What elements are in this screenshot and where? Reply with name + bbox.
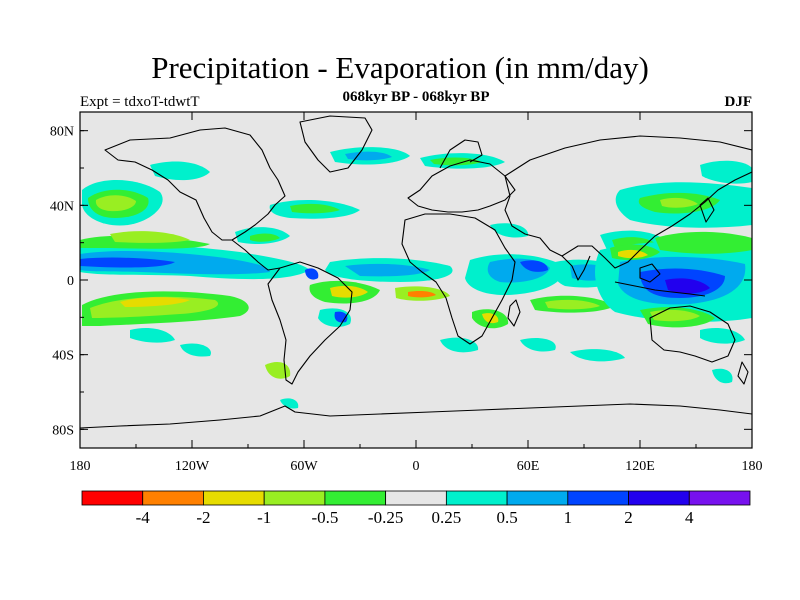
contour-madagascar-yellow	[482, 313, 499, 324]
outline-south-america	[267, 261, 353, 385]
contour-caribbean-green	[250, 233, 280, 242]
colorbar-label: 4	[685, 508, 694, 527]
contour-amazon-yellow	[330, 285, 368, 298]
colorbar-swatch	[567, 490, 629, 506]
contour-s-indian-cyan	[570, 349, 625, 362]
contour-south-pacific-cyan	[130, 328, 175, 343]
contour-itcz-pacific-lightblue	[80, 251, 270, 275]
contour-n-atlantic-green	[290, 203, 340, 214]
contour-tasman-cyan	[712, 368, 733, 384]
contour-warm-pool-yellow	[618, 249, 648, 259]
colorbar-swatch	[263, 490, 326, 506]
map-title: Precipitation - Evaporation (in mm/day)	[151, 50, 649, 85]
contour-north-pacific-lightgreen	[95, 195, 136, 212]
experiment-label: Expt = tdxoT-tdwtT	[80, 94, 200, 110]
contour-antarctic-cyan	[280, 398, 299, 409]
outline-africa	[401, 213, 516, 345]
colorbar-swatch	[324, 490, 387, 506]
lat-tick-label: 80S	[52, 423, 74, 438]
outline-madagascar	[507, 299, 521, 327]
contour-greenland-sea-blue	[345, 151, 392, 161]
contour-trop-atlantic-blue	[345, 263, 430, 277]
continent-outlines	[80, 115, 752, 429]
contour-southern-ocean-green	[265, 362, 291, 379]
colorbar-swatch	[628, 490, 690, 506]
contour-itcz-pacific-blue	[80, 257, 175, 268]
colorbar-swatch	[688, 490, 751, 506]
latitude-axis: 80N 40N 0 40S 80S	[50, 125, 752, 438]
contour-venezuela-blue	[305, 268, 319, 280]
lon-tick-label: 120E	[625, 459, 655, 474]
contour-nw-pacific-green	[655, 231, 752, 254]
outline-north-america	[104, 127, 286, 241]
contour-southern-ocean-cyan	[520, 338, 556, 352]
contour-itcz-pacific-lightgreen	[110, 231, 190, 243]
contour-arabia-cyan	[490, 223, 529, 238]
contour-australia-lightgreen	[650, 309, 700, 322]
colorbar-swatch	[142, 490, 204, 506]
contour-spcz-yellow	[120, 297, 190, 307]
outline-central-america	[231, 239, 281, 271]
outline-borneo	[639, 263, 661, 283]
outline-greenland	[299, 115, 373, 173]
lat-tick-label: 0	[67, 274, 74, 289]
outline-asia	[504, 135, 752, 269]
outline-new-zealand	[737, 361, 749, 385]
colorbar-swatch	[203, 490, 265, 506]
lon-tick-label: 60E	[517, 459, 540, 474]
contour-s-atlantic-cyan	[440, 337, 479, 353]
map-subtitle: 068kyr BP - 068kyr BP	[342, 89, 490, 105]
colorbar-swatch	[445, 490, 508, 506]
lon-tick-label: 120W	[175, 459, 210, 474]
lon-tick-label: 60W	[290, 459, 318, 474]
outline-antarctica	[80, 403, 752, 429]
outline-australia	[649, 305, 736, 363]
colorbar-label: 2	[624, 508, 633, 527]
colorbar-label: -0.25	[368, 508, 403, 527]
lon-tick-label: 180	[742, 459, 763, 474]
outline-japan	[699, 197, 715, 223]
contour-s-atlantic-orange	[408, 291, 436, 298]
longitude-axis: 180 120W 60W 0 60E 120E 180	[70, 112, 763, 474]
lat-tick-label: 40N	[50, 199, 74, 214]
season-label: DJF	[724, 94, 753, 110]
colorbar-label: 1	[564, 508, 573, 527]
contour-south-pacific-cyan2	[180, 343, 211, 357]
lon-tick-label: 180	[70, 459, 91, 474]
outline-indonesia	[614, 281, 706, 297]
outline-scandinavia	[439, 139, 483, 169]
colorbar-swatch	[385, 490, 447, 506]
colorbar-label: -0.5	[311, 508, 338, 527]
colorbar-label: -2	[196, 508, 210, 527]
contour-east-asia-lightgreen	[660, 197, 698, 208]
outline-india	[561, 255, 591, 281]
lat-tick-label: 80N	[50, 125, 74, 140]
lat-tick-label: 40S	[52, 349, 74, 364]
contour-s-pacific-cyan	[700, 328, 745, 344]
colorbar-label: -4	[136, 508, 151, 527]
colorbar-label: -1	[257, 508, 271, 527]
colorbar: -4 -2 -1 -0.5 -0.25 0.25 0.5 1 2 4	[81, 490, 751, 527]
colorbar-swatch	[506, 490, 569, 506]
contour-indian-blue	[520, 260, 548, 272]
colorbar-swatch	[81, 490, 144, 506]
contour-ne-pacific-cyan	[150, 161, 210, 181]
contour-indian-lightgreen	[545, 299, 600, 310]
lon-tick-label: 0	[413, 459, 420, 474]
contour-warm-pool-darkblue	[665, 278, 710, 294]
precip-evap-field	[80, 147, 752, 409]
colorbar-label: 0.25	[431, 508, 461, 527]
colorbar-label: 0.5	[496, 508, 517, 527]
